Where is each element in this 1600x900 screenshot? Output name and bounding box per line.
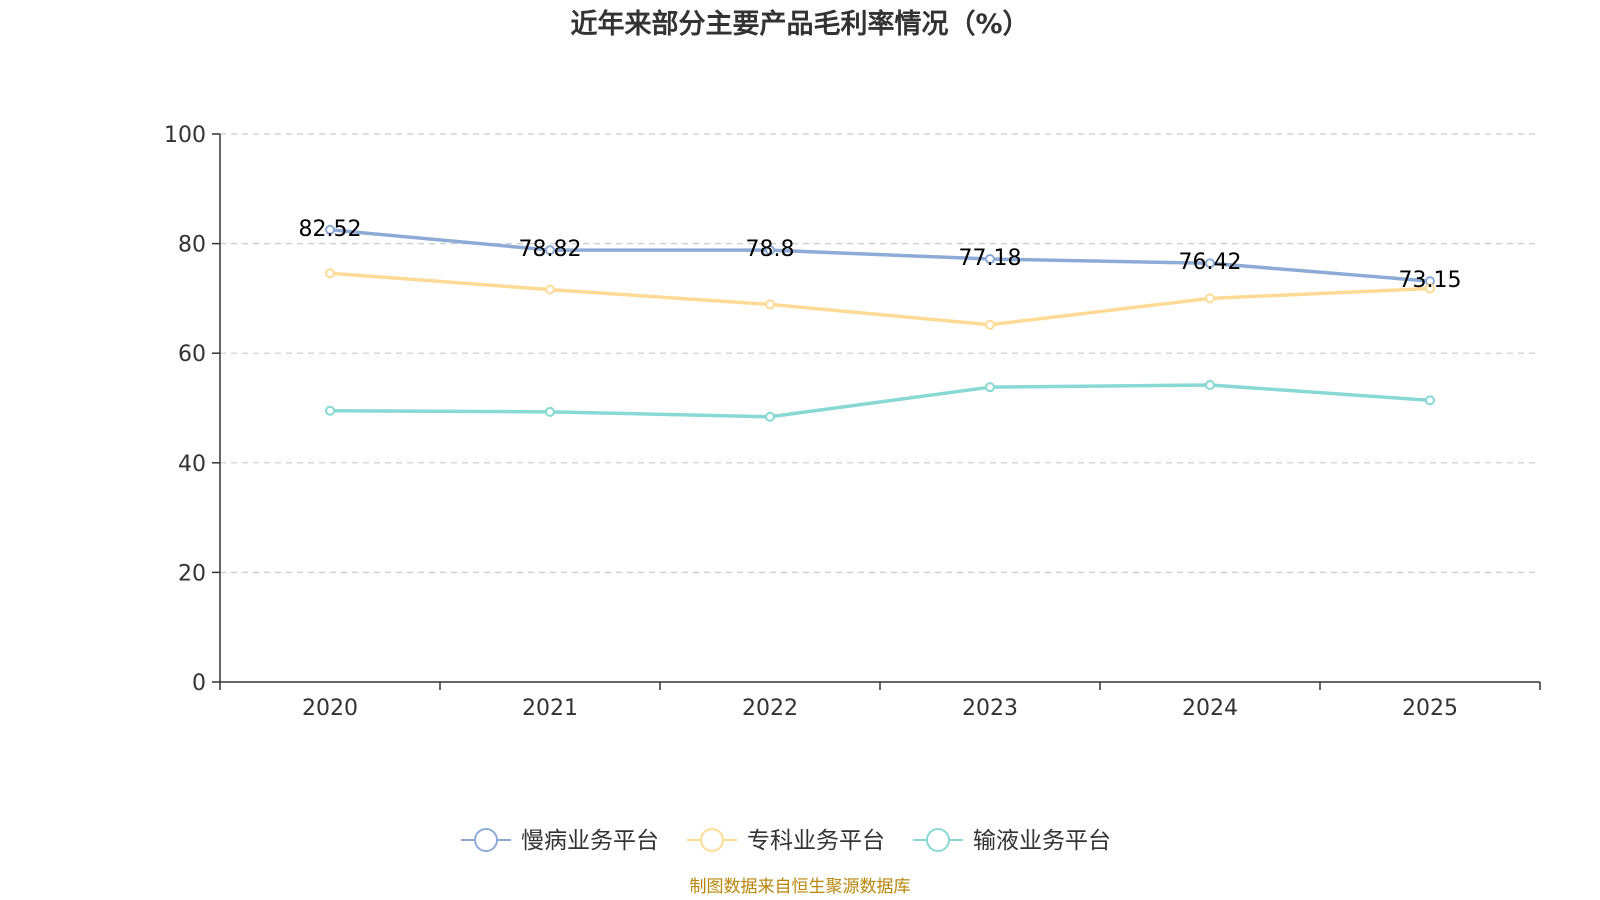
data-point[interactable] (985, 254, 995, 265)
legend-item-3[interactable]: 输液业务平台 (913, 828, 1111, 854)
y-tick-label: 60 (178, 342, 206, 367)
legend-item-1[interactable]: 慢病业务平台 (461, 828, 659, 854)
legend-circle-icon (926, 828, 950, 852)
data-point[interactable] (1205, 258, 1215, 269)
data-point[interactable] (545, 284, 555, 295)
legend-label: 专科业务平台 (747, 828, 885, 854)
series-layer (325, 224, 1435, 422)
series-line-1 (329, 228, 1431, 283)
x-tick-label: 2020 (302, 696, 358, 721)
axes: 0 20 40 60 80 100 2020 2021 2022 2023 2024 2025 (164, 123, 1541, 721)
data-point[interactable] (325, 224, 335, 235)
y-tick-label: 40 (178, 452, 206, 477)
chart-title: 近年来部分主要产品毛利率情况（%） (570, 8, 1029, 40)
data-label: 76.42 (1179, 250, 1242, 275)
x-tick-label: 2022 (742, 696, 798, 721)
legend-item-2[interactable]: 专科业务平台 (687, 828, 885, 854)
data-label: 73.15 (1399, 268, 1462, 293)
data-point[interactable] (325, 268, 335, 279)
x-tick-label: 2023 (962, 696, 1018, 721)
legend-circle-icon (700, 828, 724, 852)
y-tick-label: 20 (178, 561, 206, 586)
y-tick-label: 80 (178, 233, 206, 258)
data-label: 77.18 (959, 246, 1022, 271)
data-point[interactable] (985, 382, 995, 393)
legend-label: 慢病业务平台 (521, 828, 659, 854)
data-point[interactable] (545, 245, 555, 256)
data-point[interactable] (985, 319, 995, 330)
data-labels: 82.52 78.82 78.8 77.18 76.42 73.15 (299, 217, 1462, 293)
data-point[interactable] (1205, 379, 1215, 390)
data-point[interactable] (765, 299, 775, 310)
grid-lines (220, 133, 1540, 574)
x-tick-label: 2021 (522, 696, 578, 721)
legend-label: 输液业务平台 (973, 828, 1111, 854)
data-label: 82.52 (299, 217, 362, 242)
data-point[interactable] (765, 245, 775, 256)
data-label: 78.82 (519, 237, 582, 262)
data-label: 78.8 (746, 237, 795, 262)
source-note: 制图数据来自恒生聚源数据库 (690, 877, 911, 897)
x-tick-label: 2025 (1402, 696, 1458, 721)
y-tick-label: 0 (192, 671, 206, 696)
data-point[interactable] (1425, 395, 1435, 406)
data-point[interactable] (765, 411, 775, 422)
y-tick-label: 100 (164, 123, 206, 148)
data-point[interactable] (1425, 283, 1435, 294)
series-line-3 (329, 383, 1431, 419)
data-point[interactable] (545, 406, 555, 417)
data-point[interactable] (1205, 293, 1215, 304)
legend-circle-icon (474, 828, 498, 852)
series-line-2 (329, 271, 1431, 327)
legend[interactable]: 慢病业务平台 专科业务平台 输液业务平台 (461, 828, 1111, 854)
data-point[interactable] (325, 405, 335, 416)
x-tick-label: 2024 (1182, 696, 1238, 721)
